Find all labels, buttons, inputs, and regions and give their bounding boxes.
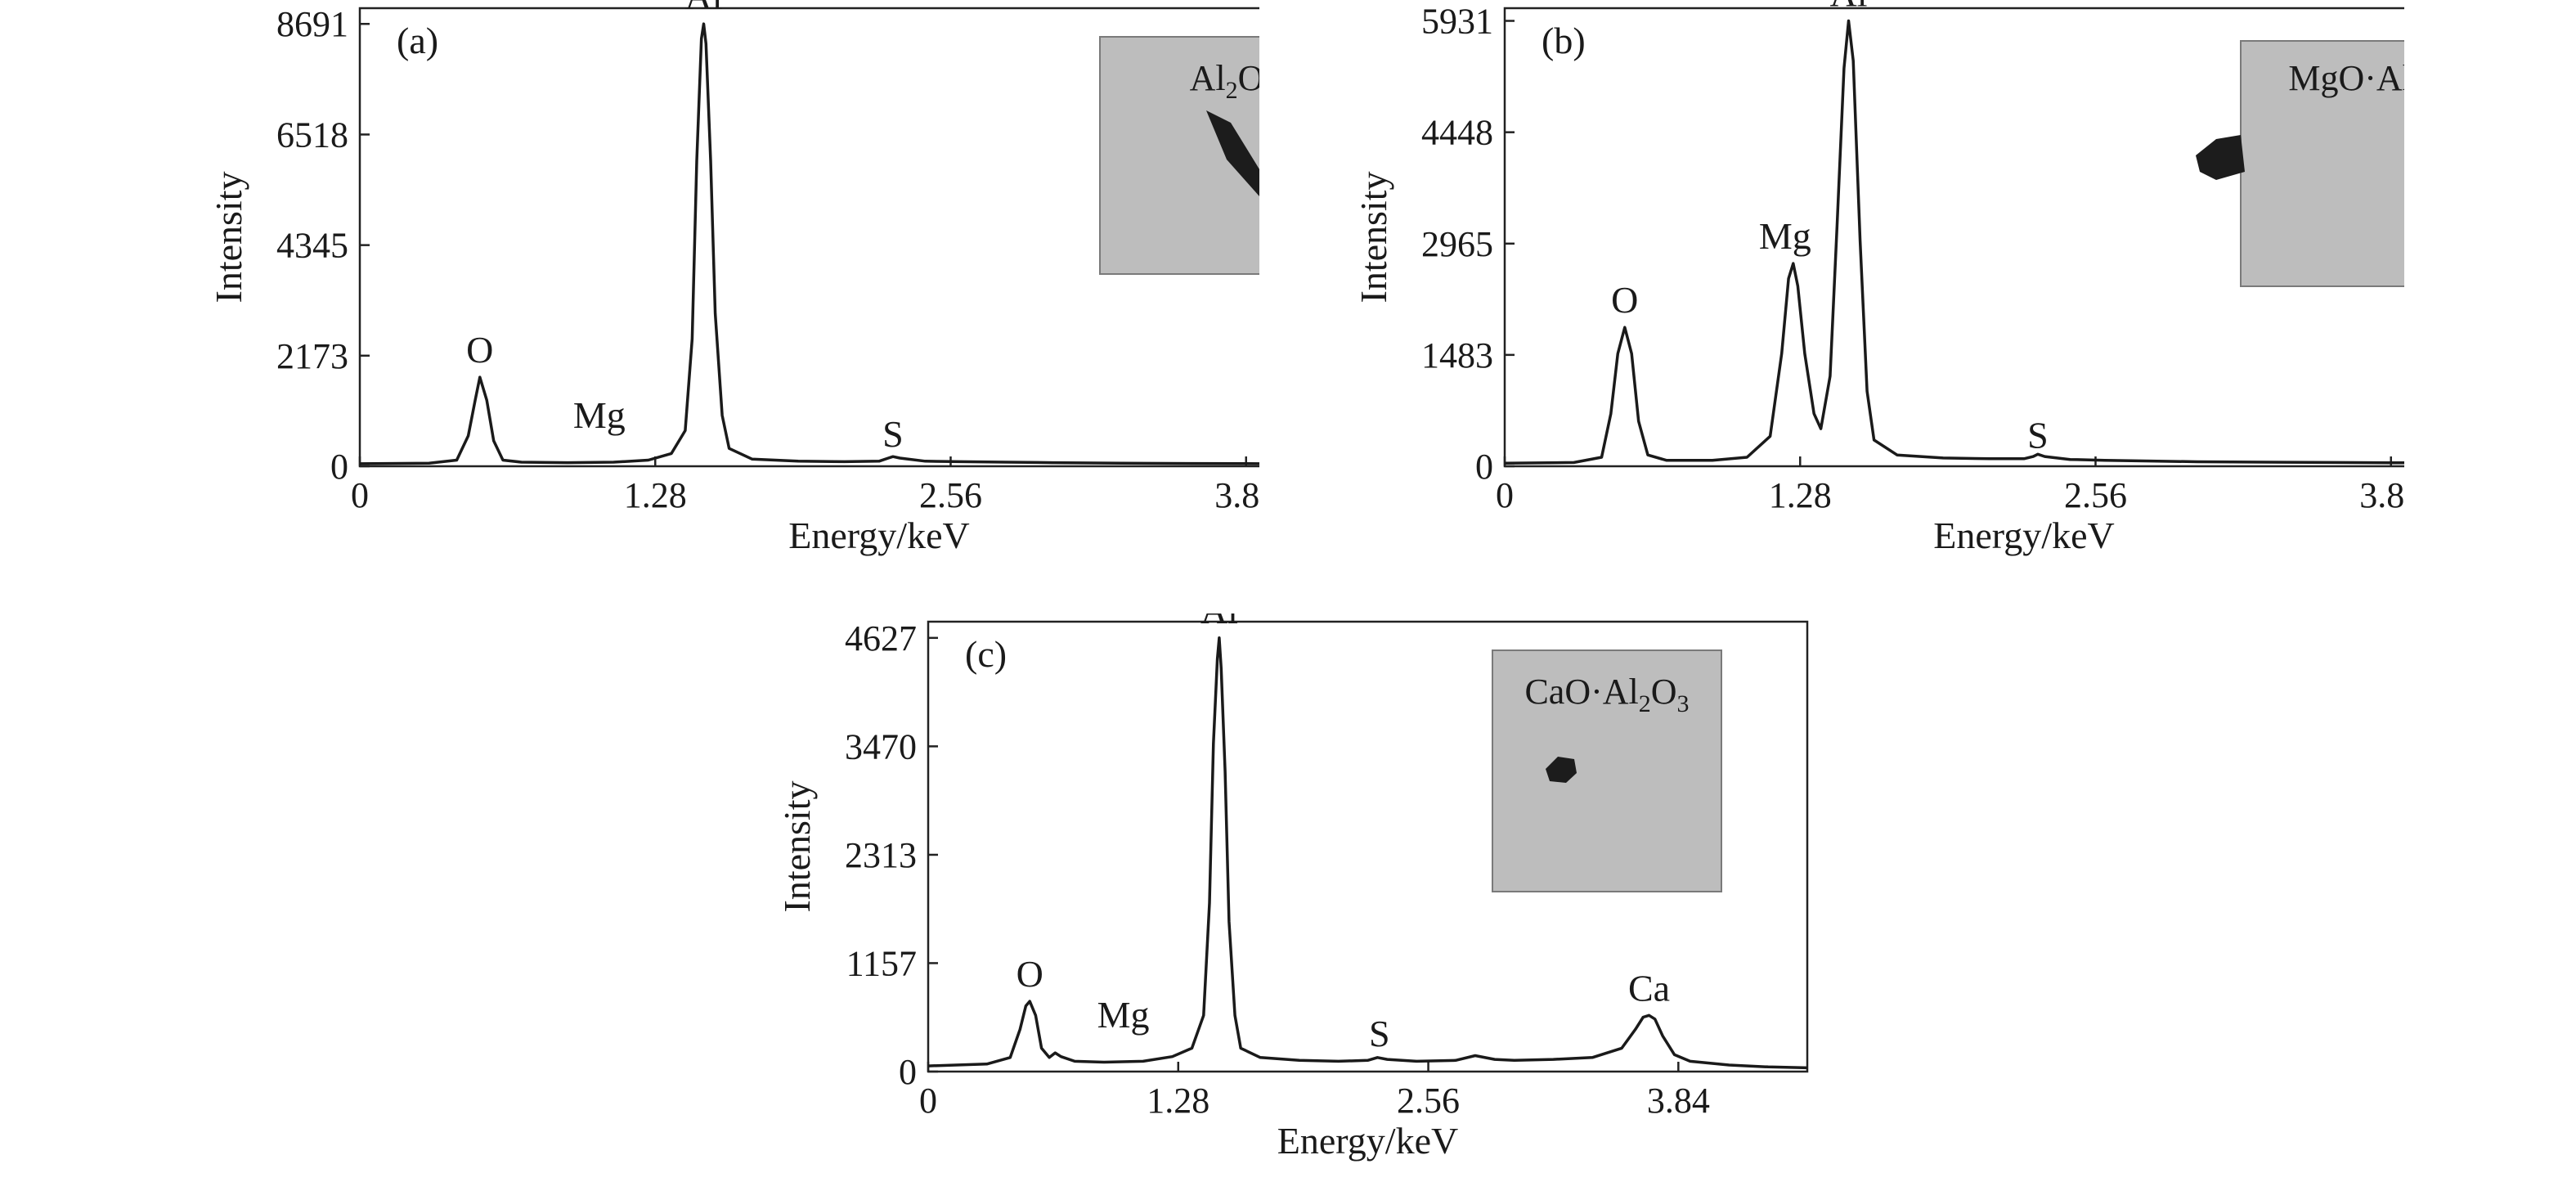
x-tick-label: 1.28 [1147, 1081, 1209, 1121]
y-tick-label: 4448 [1421, 113, 1493, 153]
inclusion-particle [1206, 110, 1268, 209]
peak-label-mg: Mg [1097, 994, 1150, 1036]
y-tick-label: 2965 [1421, 224, 1493, 264]
plot-frame [927, 620, 1809, 1073]
x-tick-label: 2.56 [919, 475, 982, 515]
x-tick-label: 1.28 [1769, 475, 1832, 515]
peak-label-o: O [1016, 953, 1043, 995]
x-tick-label: 2.56 [1397, 1081, 1460, 1121]
y-axis-label: Intensity [1353, 172, 1394, 303]
peak-label-al: Al [1200, 613, 1238, 631]
panel-label: (c) [965, 633, 1007, 675]
peak-label-al: Al [685, 0, 723, 17]
chart-a-svg: Al2O3 0 2173 4345 6518 8691 0 1.28 2.56 3.84 Energ… [208, 0, 1400, 556]
x-tick-label: 0 [351, 475, 369, 515]
x-tick-label: 0 [1496, 475, 1514, 515]
chart-panel-b: MgO·Al2O3 0 1483 2965 4448 5931 0 1.28 2.56 3.84 E… [1308, 0, 2545, 573]
x-tick-label: 3.84 [2359, 475, 2404, 515]
peak-label-s: S [2027, 415, 2049, 456]
x-tick-label: 3.84 [1647, 1081, 1710, 1121]
y-tick-label: 3470 [845, 726, 917, 766]
peak-label-ca: Ca [1628, 967, 1670, 1009]
formula-subscript: 3 [1677, 690, 1690, 717]
chart-panel-a: Al2O3 0 2173 4345 6518 8691 0 1.28 2.56 3.84 Energ… [164, 0, 1400, 573]
peak-label-o: O [1611, 279, 1638, 321]
x-tick-label: 1.28 [624, 475, 687, 515]
y-tick-label: 1157 [846, 943, 917, 983]
peak-label-o: O [466, 329, 493, 371]
y-tick-label: 0 [1475, 447, 1493, 487]
formula-subscript: 2 [1639, 690, 1651, 717]
x-tick-label: 2.56 [2064, 475, 2127, 515]
peak-label-s: S [1369, 1013, 1390, 1054]
y-tick-label: 0 [899, 1052, 917, 1092]
chart-panel-c: CaO·Al2O3 0 1157 2313 3470 4627 0 1.28 2.56 3.84 E… [736, 590, 1832, 1194]
y-tick-label: 4345 [276, 226, 348, 266]
inset-formula-label: Al2O3 [1190, 58, 1259, 104]
peak-label-mg: Mg [1759, 215, 1811, 257]
y-tick-label: 1483 [1421, 335, 1493, 375]
y-axis-label: Intensity [208, 172, 249, 303]
peak-label-al: Al [1830, 0, 1868, 15]
x-axis-label: Energy/keV [788, 515, 969, 556]
peak-label-s: S [882, 413, 904, 455]
spectrum-line [1504, 19, 2544, 465]
y-tick-label: 0 [330, 447, 348, 487]
panel-label: (b) [1542, 20, 1586, 61]
y-tick-label: 2173 [276, 336, 348, 376]
formula-text: Al [1190, 58, 1226, 98]
y-tick-label: 6518 [276, 115, 348, 155]
inset-formula-label: MgO·Al2O3 [2288, 58, 2404, 104]
formula-text: CaO·Al [1524, 672, 1638, 712]
formula-text: O [1238, 58, 1259, 98]
x-axis-label: Energy/keV [1277, 1120, 1458, 1162]
inset-formula-label: CaO·Al2O3 [1524, 672, 1689, 717]
x-tick-label: 0 [919, 1081, 937, 1121]
y-tick-label: 8691 [276, 4, 348, 44]
y-tick-label: 5931 [1421, 2, 1493, 42]
chart-b-svg: MgO·Al2O3 0 1483 2965 4448 5931 0 1.28 2.56 3.84 E… [1353, 0, 2545, 556]
inclusion-image-inset [1492, 649, 1722, 892]
y-tick-label: 4627 [845, 618, 917, 658]
spectrum-line [359, 22, 1399, 465]
spectrum-line [927, 636, 1808, 1070]
x-tick-label: 3.84 [1214, 475, 1259, 515]
peak-label-mg: Mg [573, 394, 626, 436]
y-axis-label: Intensity [776, 781, 818, 913]
x-axis-label: Energy/keV [1933, 515, 2114, 556]
formula-text: O [1651, 672, 1677, 712]
inclusion-particle [2196, 135, 2245, 180]
formula-text: MgO·Al [2288, 58, 2404, 98]
formula-subscript: 2 [1226, 77, 1238, 104]
inclusion-particle [1546, 757, 1577, 783]
panel-label: (a) [397, 20, 438, 61]
y-tick-label: 2313 [845, 835, 917, 875]
